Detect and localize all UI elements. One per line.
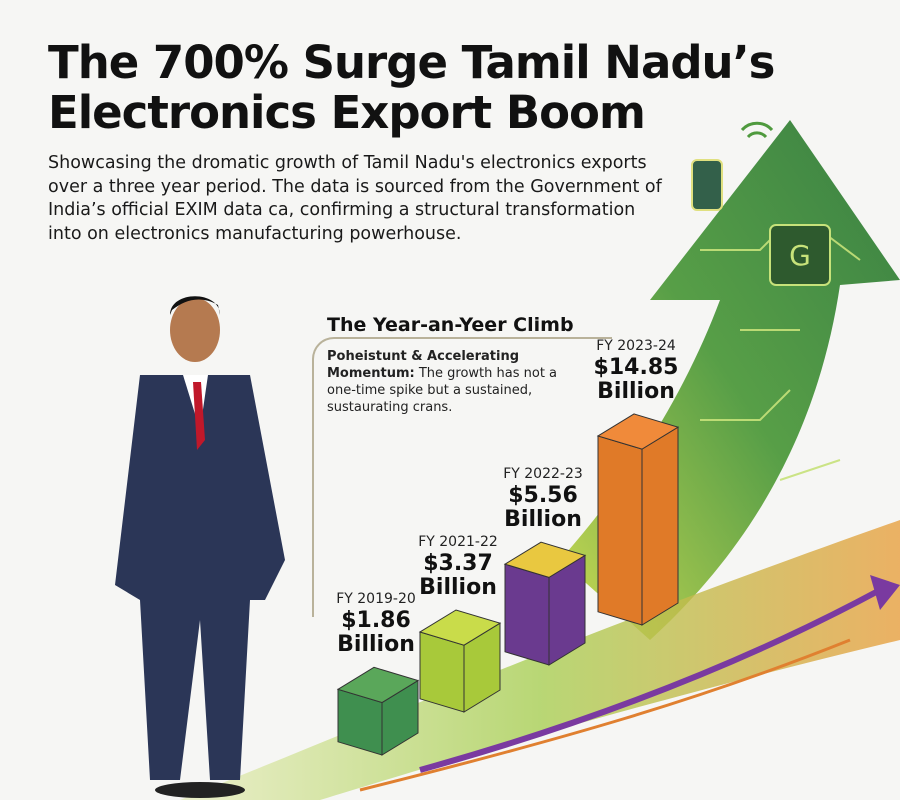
title-line-1: The 700% Surge Tamil Nadu’s bbox=[48, 36, 775, 89]
bar-category: FY 2023-24 bbox=[596, 337, 676, 354]
bar-value: $14.85 bbox=[593, 354, 679, 380]
callout-body: The growth has not a one-time spike but … bbox=[327, 366, 558, 415]
bar-label-3: FY 2023-24 $14.85 Billion bbox=[566, 339, 706, 404]
bar-category: FY 2019-20 bbox=[336, 591, 416, 608]
callout-heading: Poheistunt & Accelerating Momentum: bbox=[327, 349, 520, 381]
chip-icon bbox=[769, 224, 831, 286]
subtitle: Showcasing the dromatic growth of Tamil … bbox=[48, 153, 662, 244]
bar-top-1 bbox=[418, 609, 502, 646]
bar-category: FY 2022-23 bbox=[503, 466, 583, 483]
bar-value: $3.37 bbox=[423, 550, 493, 576]
bar-top-2 bbox=[503, 541, 587, 578]
callout-frame bbox=[312, 337, 612, 617]
title-line-2: Electronics Export Boom bbox=[48, 86, 646, 139]
bar-value: $1.86 bbox=[341, 608, 411, 634]
person-illustration bbox=[115, 296, 285, 798]
bar-top-0 bbox=[336, 666, 420, 704]
phone-icon bbox=[691, 159, 723, 211]
bar-top-3 bbox=[596, 413, 680, 450]
chart-title: The Year-an-Yeer Climb bbox=[327, 314, 574, 336]
bar-unit: Billion bbox=[597, 378, 675, 404]
bar-unit: Billion bbox=[504, 507, 582, 533]
bar-unit: Billion bbox=[337, 632, 415, 658]
bar-side-3 bbox=[641, 426, 679, 626]
svg-text:G: G bbox=[789, 239, 811, 272]
callout-text: Poheistunt & Accelerating Momentum: The … bbox=[327, 348, 577, 416]
bar-unit: Billion bbox=[419, 574, 497, 600]
bar-label-0: FY 2019-20 $1.86 Billion bbox=[306, 592, 446, 657]
bar-label-2: FY 2022-23 $5.56 Billion bbox=[473, 467, 613, 532]
bar-label-1: FY 2021-22 $3.37 Billion bbox=[388, 535, 528, 600]
bar-category: FY 2021-22 bbox=[418, 533, 498, 550]
wifi-icon bbox=[740, 121, 774, 139]
bar-value: $5.56 bbox=[508, 483, 578, 509]
page-title: The 700% Surge Tamil Nadu’s Electronics … bbox=[48, 36, 775, 139]
